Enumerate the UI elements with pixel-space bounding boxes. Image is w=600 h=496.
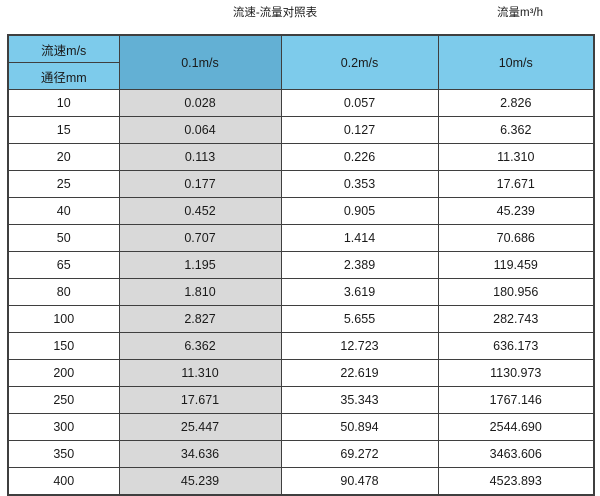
- cell-v2: 0.127: [280, 116, 439, 144]
- table-row: 350 34.636 69.272 3463.606: [7, 440, 595, 468]
- cell-v1: 0.177: [118, 170, 282, 198]
- cell-diameter: 150: [7, 332, 120, 360]
- cell-v3: 2.826: [437, 89, 595, 117]
- cell-diameter: 15: [7, 116, 120, 144]
- cell-diameter: 100: [7, 305, 120, 333]
- flow-table-wrapper: 流速m/s 0.1m/s 0.2m/s 10m/s 通径mm 10 0.028 …: [7, 34, 595, 496]
- cell-diameter: 65: [7, 251, 120, 279]
- cell-v2: 12.723: [280, 332, 439, 360]
- cell-v2: 0.057: [280, 89, 439, 117]
- cell-v2: 69.272: [280, 440, 439, 468]
- cell-diameter: 25: [7, 170, 120, 198]
- titles-row: 流速-流量对照表 流量m³/h: [0, 0, 600, 34]
- cell-diameter: 200: [7, 359, 120, 387]
- cell-v2: 2.389: [280, 251, 439, 279]
- header-row-bottom: 通径mm: [7, 62, 594, 90]
- cell-v1: 0.028: [118, 89, 282, 117]
- table-row: 80 1.810 3.619 180.956: [7, 278, 595, 306]
- cell-v3: 6.362: [437, 116, 595, 144]
- table-body: 流速m/s 0.1m/s 0.2m/s 10m/s 通径mm 10 0.028 …: [7, 34, 595, 496]
- table-row: 300 25.447 50.894 2544.690: [7, 413, 595, 441]
- cell-v2: 5.655: [280, 305, 439, 333]
- table-row: 200 11.310 22.619 1130.973: [7, 359, 595, 387]
- header-col-2: 10m/s: [437, 34, 595, 90]
- cell-v3: 180.956: [437, 278, 595, 306]
- cell-v3: 70.686: [437, 224, 595, 252]
- cell-diameter: 10: [7, 89, 120, 117]
- cell-v1: 0.064: [118, 116, 282, 144]
- cell-v1: 0.113: [118, 143, 282, 171]
- cell-diameter: 20: [7, 143, 120, 171]
- cell-v1: 45.239: [118, 467, 282, 496]
- cell-v3: 11.310: [437, 143, 595, 171]
- cell-v2: 0.905: [280, 197, 439, 225]
- header-row-top: 流速m/s 0.1m/s 0.2m/s 10m/s: [7, 34, 595, 90]
- cell-v3: 636.173: [437, 332, 595, 360]
- cell-v3: 119.459: [437, 251, 595, 279]
- cell-v2: 90.478: [280, 467, 439, 496]
- cell-v2: 0.353: [280, 170, 439, 198]
- cell-v2: 22.619: [280, 359, 439, 387]
- cell-v3: 3463.606: [437, 440, 595, 468]
- cell-v3: 45.239: [437, 197, 595, 225]
- cell-v2: 3.619: [280, 278, 439, 306]
- table-row: 10 0.028 0.057 2.826: [7, 89, 595, 117]
- table-row: 20 0.113 0.226 11.310: [7, 143, 595, 171]
- unit-title: 流量m³/h: [497, 7, 543, 19]
- cell-v2: 1.414: [280, 224, 439, 252]
- cell-v2: 35.343: [280, 386, 439, 414]
- table-row: 15 0.064 0.127 6.362: [7, 116, 595, 144]
- cell-v1: 6.362: [118, 332, 282, 360]
- cell-v1: 0.707: [118, 224, 282, 252]
- cell-v3: 1767.146: [437, 386, 595, 414]
- cell-v3: 4523.893: [437, 467, 595, 496]
- header-diameter-label: 通径mm: [7, 62, 120, 90]
- table-row: 25 0.177 0.353 17.671: [7, 170, 595, 198]
- flow-rate-table: 流速m/s 0.1m/s 0.2m/s 10m/s 通径mm 10 0.028 …: [7, 34, 595, 496]
- cell-v1: 34.636: [118, 440, 282, 468]
- cell-v1: 25.447: [118, 413, 282, 441]
- cell-v3: 2544.690: [437, 413, 595, 441]
- table-row: 150 6.362 12.723 636.173: [7, 332, 595, 360]
- cell-v1: 1.810: [118, 278, 282, 306]
- table-row: 65 1.195 2.389 119.459: [7, 251, 595, 279]
- cell-diameter: 250: [7, 386, 120, 414]
- chart-title: 流速-流量对照表: [232, 7, 318, 19]
- table-row: 50 0.707 1.414 70.686: [7, 224, 595, 252]
- table-row: 100 2.827 5.655 282.743: [7, 305, 595, 333]
- cell-v1: 0.452: [118, 197, 282, 225]
- cell-v1: 1.195: [118, 251, 282, 279]
- cell-v2: 0.226: [280, 143, 439, 171]
- cell-v1: 17.671: [118, 386, 282, 414]
- cell-v3: 282.743: [437, 305, 595, 333]
- cell-v1: 2.827: [118, 305, 282, 333]
- cell-diameter: 300: [7, 413, 120, 441]
- table-row: 400 45.239 90.478 4523.893: [7, 467, 595, 496]
- cell-v2: 50.894: [280, 413, 439, 441]
- cell-diameter: 400: [7, 467, 120, 496]
- table-row: 250 17.671 35.343 1767.146: [7, 386, 595, 414]
- cell-v3: 1130.973: [437, 359, 595, 387]
- header-velocity-label: 流速m/s: [7, 34, 120, 63]
- cell-diameter: 40: [7, 197, 120, 225]
- header-col-1: 0.2m/s: [280, 34, 439, 90]
- header-col-0: 0.1m/s: [118, 34, 282, 90]
- cell-diameter: 350: [7, 440, 120, 468]
- cell-diameter: 80: [7, 278, 120, 306]
- cell-diameter: 50: [7, 224, 120, 252]
- table-row: 40 0.452 0.905 45.239: [7, 197, 595, 225]
- cell-v1: 11.310: [118, 359, 282, 387]
- cell-v3: 17.671: [437, 170, 595, 198]
